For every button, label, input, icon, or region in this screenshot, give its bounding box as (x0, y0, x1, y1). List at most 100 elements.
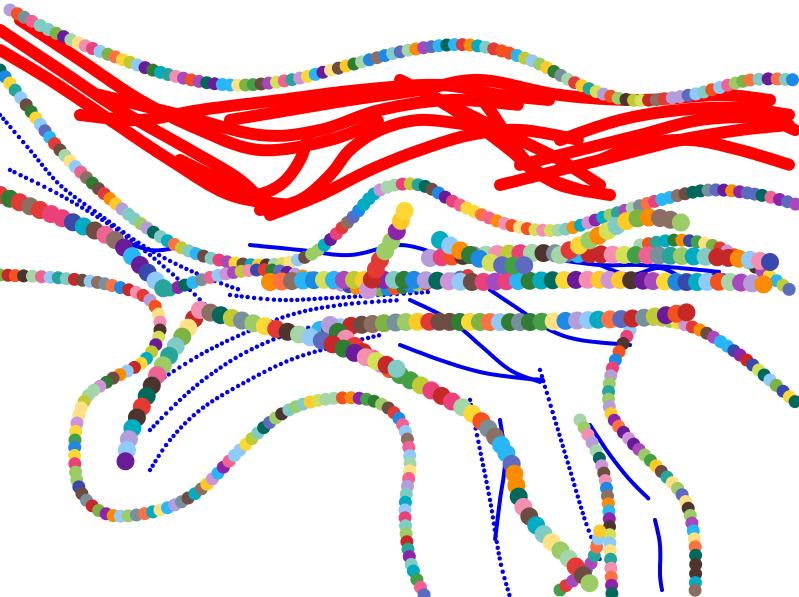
blue-dot (314, 306, 319, 311)
blue-dot (235, 287, 241, 292)
blue-dot (306, 351, 312, 356)
blue-dot (480, 462, 486, 468)
blue-dot (251, 295, 257, 301)
bead (786, 73, 799, 87)
blue-dot (50, 175, 56, 181)
blue-dot (488, 503, 494, 508)
blue-dot (170, 272, 176, 277)
blue-dot (85, 208, 90, 213)
blue-dot (356, 300, 361, 306)
blue-dot (505, 587, 510, 592)
blue-dot (295, 355, 300, 360)
blue-dot (419, 290, 425, 295)
blue-dot (23, 175, 29, 180)
blue-dot (100, 217, 105, 223)
blue-dot (577, 500, 582, 505)
bead-strand (602, 323, 703, 597)
blue-dot (171, 433, 176, 439)
blue-dot (230, 386, 235, 392)
blue-dot (301, 353, 306, 358)
blue-dot (376, 333, 382, 338)
blue-dot (234, 293, 239, 298)
blue-dot (584, 522, 589, 527)
blue-dot (224, 283, 230, 288)
blue-dot (164, 411, 169, 416)
blue-dot (324, 296, 329, 301)
blue-dot (7, 167, 13, 173)
blue-dot (124, 234, 129, 239)
blue-dot (54, 180, 60, 185)
bead-strand (3, 3, 799, 107)
blue-dot (502, 576, 507, 581)
blue-dot (151, 424, 156, 429)
thick-bead-strand (431, 231, 534, 275)
blue-dot (542, 384, 548, 389)
blue-dot (560, 443, 565, 449)
blue-dot (254, 344, 260, 349)
blue-dot (219, 341, 225, 346)
blue-dot (47, 171, 52, 176)
red-stroke (594, 133, 795, 171)
blue-dot (104, 220, 110, 226)
blue-dot (477, 445, 482, 451)
blue-dot (196, 409, 201, 414)
blue-dot (425, 289, 430, 295)
blue-dot (182, 421, 188, 426)
blue-dot (194, 354, 199, 360)
blue-dot (63, 187, 68, 193)
blue-dot (205, 402, 210, 407)
blue-dot (570, 477, 575, 482)
blue-dot (230, 285, 235, 290)
blue-dot (283, 297, 288, 303)
blue-dot (87, 205, 92, 210)
blue-dot (329, 295, 335, 301)
blue-dot (497, 556, 502, 561)
bead (788, 395, 799, 409)
blue-dot (341, 295, 346, 300)
thick-bead (754, 275, 773, 294)
blue-dot (300, 297, 306, 302)
blue-dot (284, 359, 289, 364)
blue-dot (156, 453, 161, 459)
blue-dot (258, 296, 263, 301)
bead (789, 197, 799, 211)
blue-dot (166, 268, 171, 273)
bead (417, 588, 431, 597)
thick-bead-strand (191, 301, 406, 378)
blue-dot (331, 303, 336, 309)
blue-dot (197, 297, 202, 302)
blue-dot (271, 337, 276, 342)
blue-dot (280, 315, 285, 320)
blue-dot (147, 252, 153, 258)
thick-bead-strand-layer (0, 186, 779, 593)
blue-dot (32, 153, 38, 159)
blue-dot (8, 124, 13, 130)
blue-dot (0, 112, 3, 118)
bead-strand (0, 268, 431, 597)
blue-dot (200, 405, 206, 410)
blue-dot (262, 369, 267, 375)
bead (782, 282, 796, 296)
blue-dot (74, 202, 80, 207)
blue-dot (486, 491, 491, 496)
thick-bead (677, 303, 696, 322)
blue-dot (184, 266, 189, 272)
blue-dot (175, 276, 180, 281)
blue-dot (189, 269, 194, 274)
blue-dot (544, 390, 550, 396)
blue-dot (238, 352, 243, 358)
blue-dot (580, 510, 585, 516)
blue-dot (155, 420, 160, 425)
blue-dot (479, 457, 485, 462)
blue-dot (159, 415, 164, 421)
blue-dot (498, 562, 504, 567)
blue-dot (59, 184, 64, 189)
blue-dot (235, 333, 241, 339)
thick-bead (515, 256, 534, 275)
blue-dot (230, 336, 235, 341)
blue-dot (80, 205, 85, 210)
blue-dot (550, 409, 555, 415)
blue-dot (163, 442, 169, 448)
blue-dot (214, 396, 220, 401)
blue-dot (213, 368, 219, 373)
